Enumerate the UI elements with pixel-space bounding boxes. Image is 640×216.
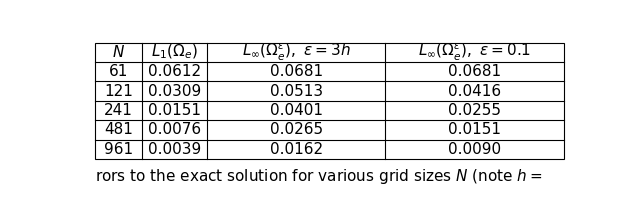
Text: 0.0039: 0.0039 bbox=[148, 142, 201, 157]
Text: rors to the exact solution for various grid sizes $N$ (note $h=$: rors to the exact solution for various g… bbox=[95, 167, 543, 186]
Text: 0.0162: 0.0162 bbox=[270, 142, 323, 157]
Text: $L_\infty(\Omega_e^\epsilon),\ \epsilon=0.1$: $L_\infty(\Omega_e^\epsilon),\ \epsilon=… bbox=[418, 42, 531, 63]
Text: 121: 121 bbox=[104, 84, 132, 98]
Text: 961: 961 bbox=[104, 142, 133, 157]
Text: 481: 481 bbox=[104, 122, 132, 137]
Text: 0.0681: 0.0681 bbox=[270, 64, 323, 79]
Text: $L_1(\Omega_e)$: $L_1(\Omega_e)$ bbox=[151, 43, 198, 62]
Text: 0.0255: 0.0255 bbox=[448, 103, 501, 118]
Text: 0.0401: 0.0401 bbox=[270, 103, 323, 118]
Text: 61: 61 bbox=[109, 64, 128, 79]
Text: 0.0513: 0.0513 bbox=[270, 84, 323, 98]
Text: 0.0309: 0.0309 bbox=[148, 84, 201, 98]
Text: 0.0090: 0.0090 bbox=[448, 142, 501, 157]
Text: 0.0265: 0.0265 bbox=[270, 122, 323, 137]
Text: 0.0151: 0.0151 bbox=[148, 103, 201, 118]
Text: 0.0076: 0.0076 bbox=[148, 122, 201, 137]
Text: $N$: $N$ bbox=[112, 44, 125, 60]
Text: 0.0416: 0.0416 bbox=[448, 84, 501, 98]
Text: 0.0681: 0.0681 bbox=[448, 64, 501, 79]
Text: 0.0151: 0.0151 bbox=[448, 122, 501, 137]
Text: $L_\infty(\Omega_e^\epsilon),\ \epsilon=3h$: $L_\infty(\Omega_e^\epsilon),\ \epsilon=… bbox=[242, 42, 351, 63]
Text: 0.0612: 0.0612 bbox=[148, 64, 201, 79]
Text: 241: 241 bbox=[104, 103, 132, 118]
